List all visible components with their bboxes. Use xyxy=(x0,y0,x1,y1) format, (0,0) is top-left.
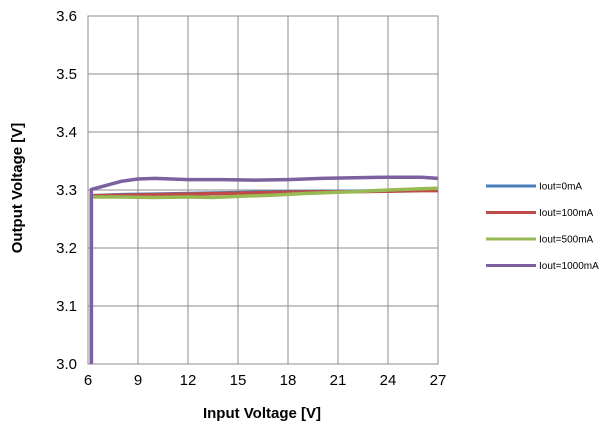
y-tick-label: 3.3 xyxy=(56,182,77,199)
y-tick-label: 3.4 xyxy=(56,124,77,141)
x-tick-label: 9 xyxy=(134,372,142,389)
grid xyxy=(87,15,439,365)
y-tick-label: 3.6 xyxy=(56,8,77,25)
x-tick-label: 18 xyxy=(280,372,297,389)
x-tick-label: 12 xyxy=(180,372,197,389)
legend-item: Iout=1000mA xyxy=(486,261,599,272)
legend: Iout=0mA Iout=100mA Iout=500mA Iout=1000mA xyxy=(486,182,599,272)
legend-item: Iout=500mA xyxy=(486,235,594,246)
y-tick-label: 3.2 xyxy=(56,240,77,257)
x-tick-label: 15 xyxy=(230,372,247,389)
y-tick-label: 3.0 xyxy=(56,356,77,373)
legend-item: Iout=0mA xyxy=(486,182,582,193)
x-axis-title: Input Voltage [V] xyxy=(203,405,321,422)
x-tick-label: 21 xyxy=(330,372,347,389)
y-tick-label: 3.1 xyxy=(56,298,77,315)
y-axis-title: Output Voltage [V] xyxy=(9,123,26,254)
legend-label: Iout=500mA xyxy=(539,235,594,246)
legend-item: Iout=100mA xyxy=(486,208,594,219)
x-tick-label: 6 xyxy=(84,372,92,389)
legend-label: Iout=0mA xyxy=(539,182,582,193)
x-axis-ticks: 6 9 12 15 18 21 24 27 xyxy=(84,372,447,389)
x-tick-label: 24 xyxy=(380,372,397,389)
series-line-4 xyxy=(89,175,439,364)
legend-label: Iout=1000mA xyxy=(539,261,599,272)
series-line-3 xyxy=(89,186,439,364)
legend-label: Iout=100mA xyxy=(539,208,594,219)
series-group xyxy=(89,175,439,364)
x-tick-label: 27 xyxy=(430,372,447,389)
y-tick-label: 3.5 xyxy=(56,66,77,83)
y-axis-ticks: 3.0 3.1 3.2 3.3 3.4 3.5 3.6 xyxy=(56,8,77,373)
